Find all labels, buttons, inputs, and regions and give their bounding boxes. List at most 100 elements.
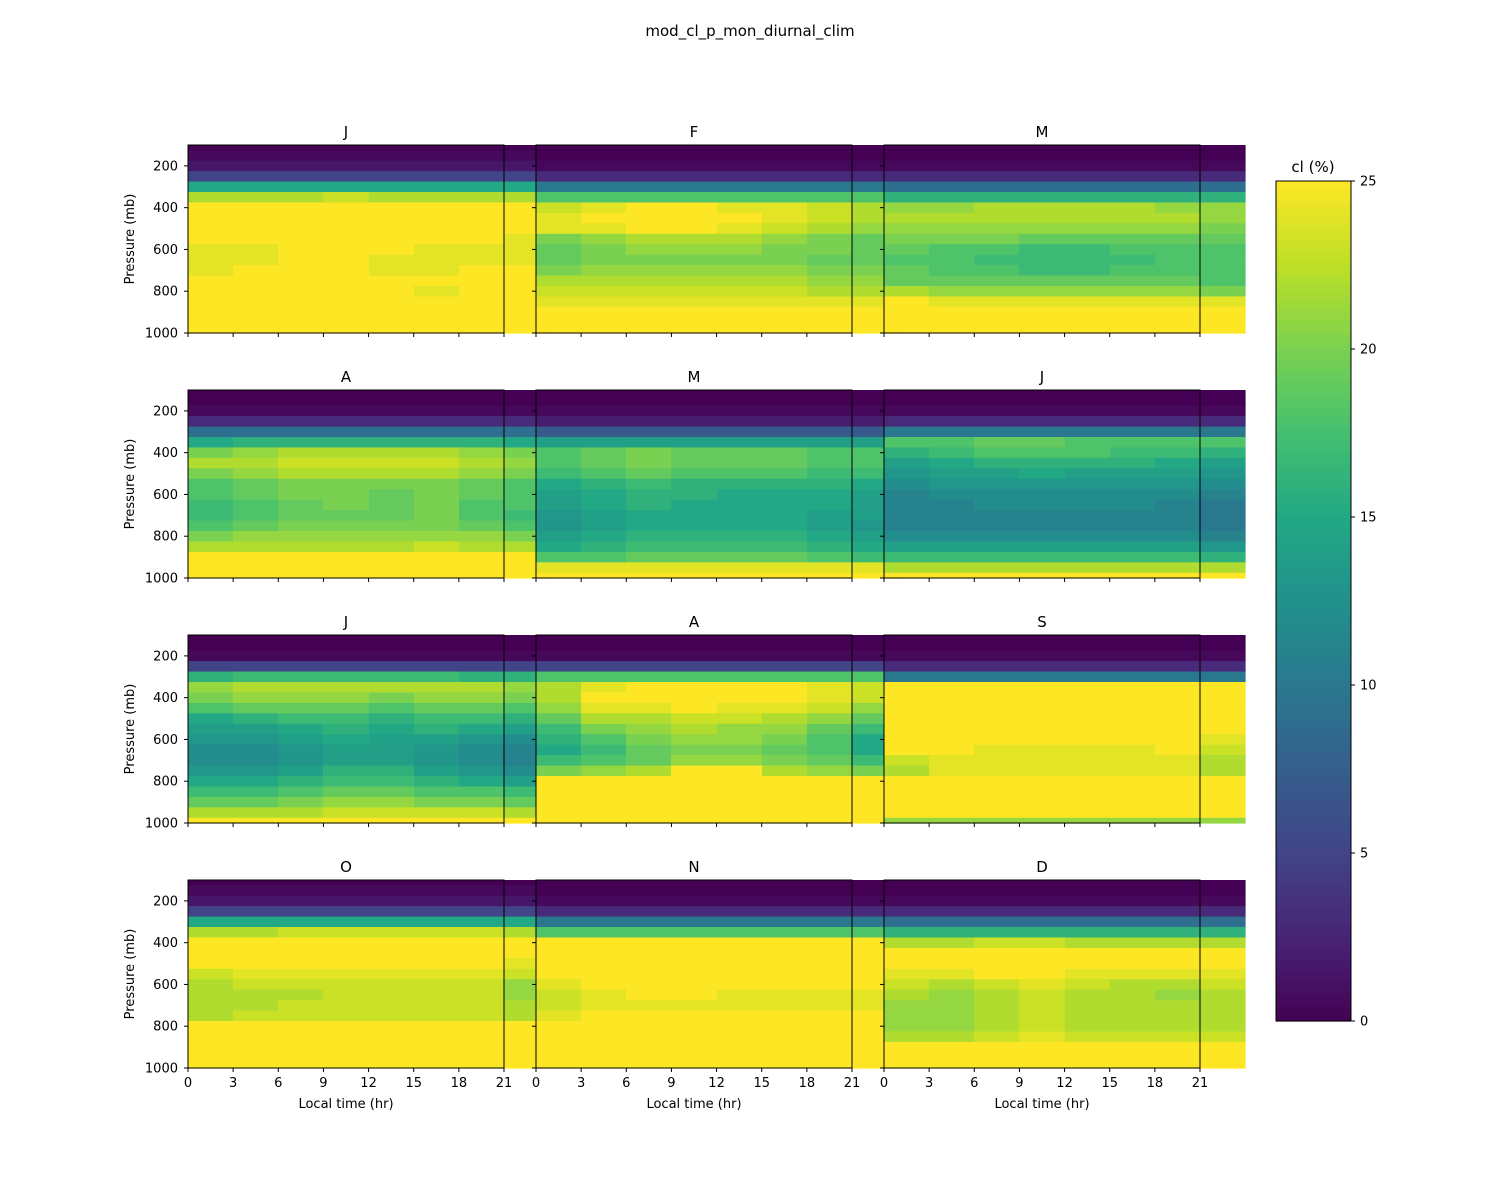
heatmap-cell [1065,202,1111,214]
heatmap-cell [581,776,627,788]
heatmap-cell [233,447,279,459]
colorbar-step [1276,619,1351,626]
heatmap-cell [1155,1041,1201,1053]
heatmap-cell [1065,437,1111,449]
heatmap-cell [369,1052,415,1064]
heatmap-cell [1065,150,1111,162]
colorbar-step [1276,553,1351,560]
heatmap-cell [807,807,853,819]
heatmap-cell [626,723,672,735]
heatmap-cell [717,1062,763,1069]
heatmap-cell [1155,776,1201,788]
heatmap-cell [974,254,1020,266]
heatmap-cell [807,531,853,543]
heatmap-cell [459,1000,505,1012]
heatmap-cell [671,286,718,298]
heatmap-cell [717,958,763,970]
heatmap-cell [278,327,324,334]
heatmap-cell [278,1000,324,1012]
y-axis-label: Pressure (mb) [123,439,138,530]
heatmap-cell [323,416,370,428]
heatmap-cell [188,968,234,980]
heatmap-cell [807,478,853,490]
heatmap-cell [536,880,582,886]
heatmap-cell [536,562,582,574]
heatmap-cell [671,447,718,459]
heatmap-cell [278,202,324,214]
colorbar-step [1276,229,1351,236]
heatmap-cell [414,192,460,204]
heatmap-cell [459,145,505,151]
heatmap-cell [852,635,898,641]
heatmap-cell [626,531,672,543]
heatmap-cell [369,1062,415,1069]
heatmap-cell [974,906,1020,918]
heatmap-cell [671,682,718,694]
heatmap-cell [323,202,370,214]
heatmap-cell [671,958,718,970]
heatmap-cell [626,776,672,788]
heatmap-cell [717,776,763,788]
heatmap-cell [626,327,672,334]
heatmap-cell [414,416,460,428]
heatmap-cell [762,212,808,224]
heatmap-cell [1019,390,1066,396]
heatmap-cell [1155,531,1201,543]
heatmap-cell [1200,755,1246,767]
heatmap-cell [626,635,672,641]
heatmap-cell [1200,244,1246,256]
heatmap-cell [1065,744,1111,756]
heatmap-cell [188,192,234,204]
heatmap-cell [807,405,853,417]
heatmap-cell [762,723,808,735]
heatmap-cell [626,640,672,652]
heatmap-cell [1155,405,1201,417]
heatmap-cell [1200,405,1246,417]
heatmap-cell [807,692,853,704]
colorbar-step [1276,655,1351,662]
heatmap-cell [459,468,505,480]
heatmap-cell [536,181,582,193]
heatmap-cell [188,405,234,417]
heatmap-cell [581,437,627,449]
heatmap-cell [1110,807,1156,819]
heatmap-cell [188,671,234,683]
heatmap-cell [1155,937,1201,949]
heatmap-cell [852,661,898,673]
heatmap-cell [717,692,763,704]
heatmap-cell [929,254,975,266]
heatmap-cell [1110,927,1156,939]
colorbar-step [1276,217,1351,224]
heatmap-cell [717,306,763,318]
heatmap-cell [852,880,898,886]
x-tick-label: 18 [451,1076,468,1091]
heatmap-cell [884,572,930,579]
colorbar-step [1276,949,1351,956]
heatmap-cell [459,713,505,725]
heatmap-cell [671,275,718,287]
heatmap-cell [278,416,324,428]
heatmap-cell [1019,212,1066,224]
heatmap-cell [1155,979,1201,991]
heatmap-cell [884,1010,930,1022]
heatmap-cell [807,244,853,256]
heatmap-cell [459,1031,505,1043]
heatmap-cell [884,1052,930,1064]
heatmap-cell [459,572,505,579]
heatmap-cell [1110,437,1156,449]
heatmap-cell [1110,968,1156,980]
heatmap-cell [1110,796,1156,808]
heatmap-cell [884,171,930,183]
heatmap-cell [233,880,279,886]
colorbar-step [1276,523,1351,530]
heatmap-cell [323,744,370,756]
heatmap-cell [929,723,975,735]
heatmap-cell [504,265,550,277]
heatmap-cell [717,906,763,918]
heatmap-cell [504,692,550,704]
heatmap-cell [188,979,234,991]
heatmap-cell [762,682,808,694]
heatmap-cell [233,734,279,746]
